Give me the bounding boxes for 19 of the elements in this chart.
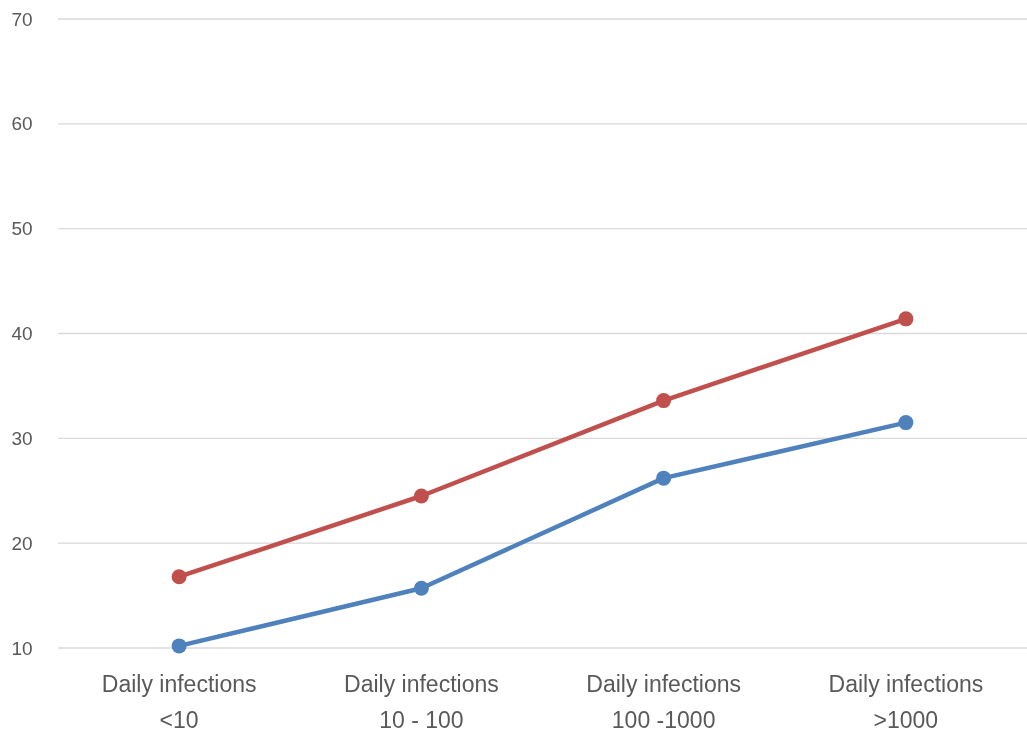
x-tick-label: Daily infections >1000 [828, 671, 984, 733]
y-tick-label: 20 [11, 532, 33, 554]
y-tick-label: 60 [11, 113, 33, 135]
y-tick-label: 40 [11, 323, 33, 345]
point [656, 470, 672, 486]
point [171, 569, 187, 585]
point [656, 393, 672, 409]
x-tick-label: Daily infections 10 - 100 [344, 671, 499, 733]
x-tick-label: Daily infections 100 -1000 [586, 671, 741, 733]
point [898, 311, 914, 327]
y-tick-label: 70 [11, 8, 33, 30]
point [413, 580, 429, 596]
point [413, 488, 429, 504]
x-tick-label: Daily infections <10 [101, 671, 257, 733]
y-tick-label: 30 [11, 427, 33, 449]
point [171, 638, 187, 654]
y-tick-label: 50 [11, 218, 33, 240]
point [898, 415, 914, 431]
y-tick-label: 10 [11, 637, 33, 659]
